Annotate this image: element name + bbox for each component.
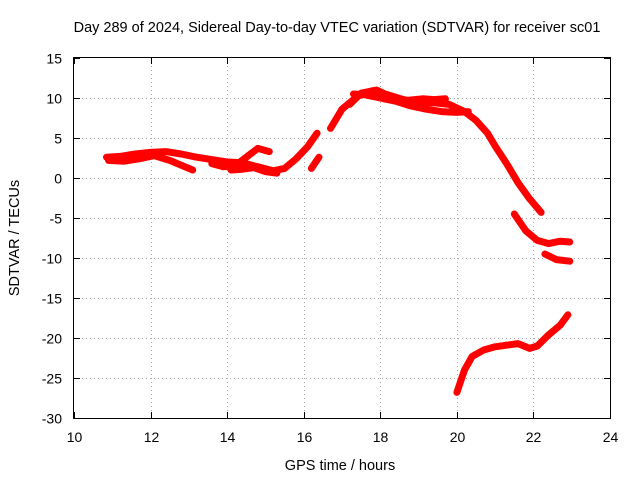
y-tick-label: 0 [54, 171, 62, 187]
x-axis-tick-labels: 10 12 14 16 18 20 22 24 [67, 429, 619, 445]
x-axis-label: GPS time / hours [285, 458, 395, 474]
y-tick-label: 15 [46, 51, 62, 67]
x-tick-label: 22 [526, 429, 542, 445]
x-tick-label: 14 [220, 429, 236, 445]
series-track-5 [307, 153, 323, 172]
series-track-4 [227, 164, 281, 177]
y-tick-label: -20 [42, 331, 62, 347]
data-series [103, 86, 574, 396]
plot-frame [73, 57, 611, 419]
y-axis-tick-labels: 15 10 5 0 -5 -10 -15 -20 -25 -30 [42, 51, 62, 427]
y-tick-label: -15 [42, 291, 62, 307]
y-tick-label: -10 [42, 251, 62, 267]
series-track-3 [208, 144, 273, 171]
x-tick-label: 10 [67, 429, 83, 445]
y-tick-label: -25 [42, 371, 62, 387]
x-tick-label: 16 [297, 429, 313, 445]
series-track-7 [350, 90, 472, 116]
y-axis-label: SDTVAR / TECUs [7, 180, 23, 296]
series-track-9 [510, 210, 574, 248]
series-track-1 [103, 129, 321, 175]
y-tick-label: -30 [42, 411, 62, 427]
x-tick-label: 24 [603, 429, 619, 445]
x-tick-label: 20 [450, 429, 466, 445]
series-track-2 [105, 152, 197, 174]
axis-ticks [74, 58, 611, 419]
y-tick-label: -5 [50, 211, 63, 227]
y-tick-label: 10 [46, 91, 62, 107]
series-track-8 [346, 86, 449, 108]
y-tick-label: 5 [54, 131, 62, 147]
x-tick-label: 18 [373, 429, 389, 445]
series-track-11 [453, 311, 572, 396]
series-track-10 [541, 250, 574, 265]
x-tick-label: 12 [144, 429, 160, 445]
chart-title: Day 289 of 2024, Sidereal Day-to-day VTE… [74, 20, 601, 36]
